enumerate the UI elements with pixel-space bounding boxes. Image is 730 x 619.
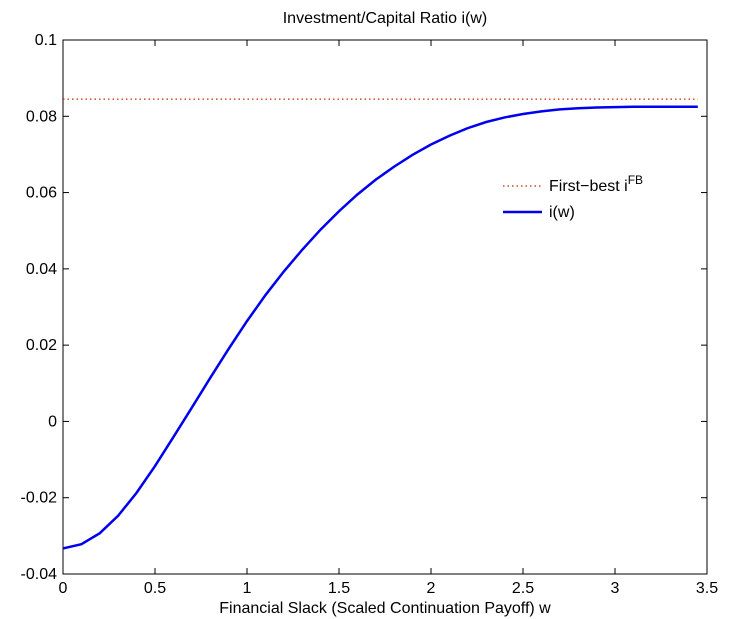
series-line-2 xyxy=(62,105,698,550)
x-tick-label: 0.5 xyxy=(144,580,166,597)
x-tick-label: 1.5 xyxy=(328,580,350,597)
x-tick-label: 1 xyxy=(243,580,252,597)
y-tick-label: 0.08 xyxy=(26,108,57,125)
y-tick-label: -0.02 xyxy=(21,490,58,507)
x-tick-label: 2 xyxy=(427,580,436,597)
axes-frame xyxy=(62,39,708,575)
y-tick-label: 0.04 xyxy=(26,261,57,278)
y-tick-label: 0.02 xyxy=(26,337,57,354)
y-tick-label: 0.06 xyxy=(26,185,57,202)
legend-label-2: i(w) xyxy=(549,204,575,221)
chart-title: Investment/Capital Ratio i(w) xyxy=(283,10,488,27)
x-tick-label: 3 xyxy=(611,580,620,597)
x-tick-label: 3.5 xyxy=(696,580,718,597)
y-tick-label: 0 xyxy=(48,413,57,430)
y-tick-label: -0.04 xyxy=(21,566,58,583)
legend-label-1: First−best iFB xyxy=(549,173,643,195)
y-tick-label: 0.1 xyxy=(35,32,57,49)
x-axis-title: Financial Slack (Scaled Continuation Pay… xyxy=(219,600,551,617)
plot-area: 0 0.5 1 1.5 2 2.5 3 3.5 -0.04 -0.02 0 0.02 0.04 0.06 0… xyxy=(21,32,719,597)
x-tick-label: 2.5 xyxy=(512,580,534,597)
legend-label-superscript: FB xyxy=(628,173,643,187)
x-tick-label: 0 xyxy=(59,580,68,597)
